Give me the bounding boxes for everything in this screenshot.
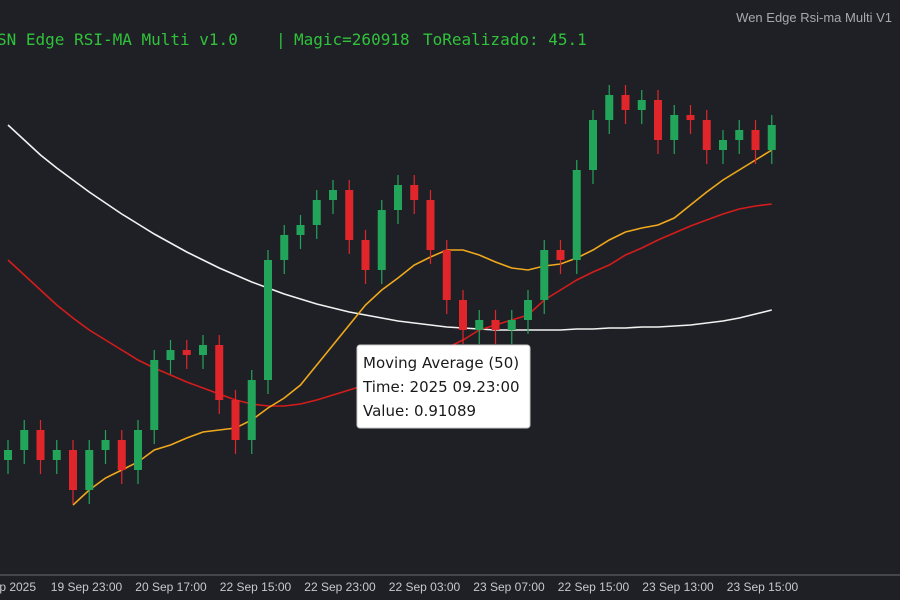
candle-body (686, 115, 695, 120)
x-tick-label: 19 Sep 2025 (0, 580, 36, 594)
candle-body (117, 440, 126, 470)
candle-body (182, 350, 191, 355)
candle-body (394, 185, 402, 210)
candle-body (475, 320, 484, 330)
candle-body (426, 200, 435, 250)
candle-body (767, 125, 776, 150)
x-tick-label: 23 Sep 15:00 (727, 580, 799, 594)
header-separator: | (276, 30, 286, 49)
candle-body (540, 250, 549, 300)
candle-body (280, 235, 289, 260)
header-result: ToRealizado: 45.1 (423, 30, 587, 49)
candle-body (231, 400, 240, 440)
candle-body (589, 120, 597, 170)
header-title: SN Edge RSI-MA Multi v1.0 (0, 30, 238, 49)
candle-body (702, 120, 711, 150)
watermark: Wen Edge Rsi-ma Multi V1 (736, 10, 892, 25)
candle-body (264, 260, 272, 380)
candle-body (556, 250, 565, 260)
candle-body (36, 430, 45, 460)
candle-body (654, 100, 662, 140)
candle-body (52, 450, 61, 460)
candle-body (134, 430, 142, 470)
tooltip-time: Time: 2025 09.23:00 (362, 378, 520, 396)
candle-body (459, 300, 467, 330)
header-magic: Magic=260918 (294, 30, 410, 49)
candle-body (637, 100, 646, 110)
candle-body (101, 440, 110, 450)
candle-body (69, 450, 77, 490)
tooltip-box (356, 344, 531, 429)
x-tick-label: 19 Sep 23:00 (51, 580, 123, 594)
candle-body (312, 200, 321, 225)
candle-body (410, 185, 419, 200)
x-tick-label: 22 Sep 03:00 (389, 580, 461, 594)
x-tick-label: 23 Sep 13:00 (642, 580, 714, 594)
moving-average-line (7, 124, 772, 331)
x-tick-label: 22 Sep 15:00 (220, 580, 292, 594)
candle-body (329, 190, 337, 200)
candle-body (296, 225, 305, 235)
tooltip-series: Moving Average (50) (363, 354, 519, 372)
candle-body (4, 450, 12, 460)
tooltip: Moving Average (50) Time: 2025 09.23:00 … (356, 344, 531, 429)
candle-body (442, 250, 451, 300)
candle-body (605, 95, 614, 120)
x-tick-label: 22 Sep 15:00 (558, 580, 630, 594)
candle-body (215, 345, 224, 400)
candle-body (524, 300, 532, 320)
candle-body (751, 130, 760, 150)
candle-body (572, 170, 581, 260)
candle-body (166, 350, 175, 360)
candle-body (150, 360, 159, 430)
x-tick-label: 22 Sep 23:00 (304, 580, 376, 594)
candle-body (670, 115, 679, 140)
candle-body (719, 140, 727, 150)
x-tick-label: 20 Sep 17:00 (135, 580, 207, 594)
candle-body (507, 320, 516, 330)
candle-body (621, 95, 630, 110)
candle-body (377, 210, 386, 270)
tooltip-value: Value: 0.91089 (363, 402, 476, 420)
candle-body (491, 320, 500, 330)
candle-body (345, 190, 354, 240)
candle-body (85, 450, 94, 490)
moving-average-line (72, 149, 773, 506)
candle-body (20, 430, 29, 450)
candle-body (247, 380, 256, 440)
candle-body (199, 345, 207, 355)
x-tick-label: 23 Sep 07:00 (473, 580, 545, 594)
candle-body (735, 130, 744, 140)
candle-body (361, 240, 370, 270)
